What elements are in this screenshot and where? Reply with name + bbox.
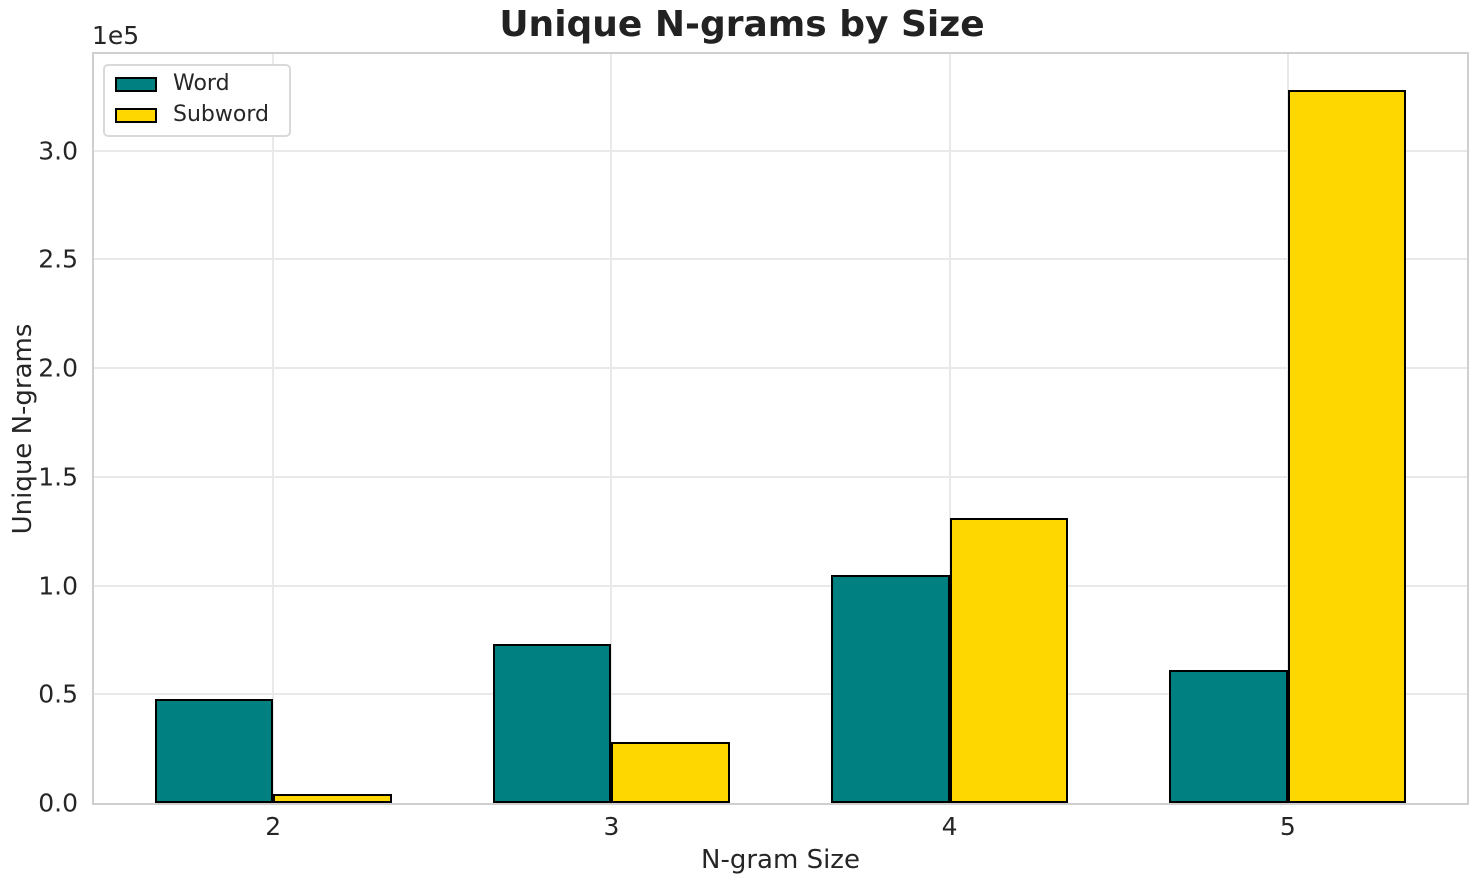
bar-word-3	[493, 644, 612, 803]
x-tick-label: 5	[1279, 812, 1296, 841]
bar-word-5	[1169, 670, 1288, 803]
y-gridline	[94, 367, 1467, 370]
plot-area: Word Subword 0.0 0.5 1.0 1.5 2.0 2.5 3.0 2 3 4 5	[38, 52, 1469, 841]
y-axis-scale-offset: 1e5	[92, 21, 140, 50]
bar-subword-2	[273, 794, 392, 803]
y-gridline	[94, 475, 1467, 478]
x-gridline	[610, 54, 613, 803]
y-tick-label: 3.0	[38, 136, 78, 166]
x-gridline	[272, 54, 275, 803]
y-axis-label: Unique N-grams	[8, 323, 38, 535]
x-tick-label: 2	[265, 812, 282, 841]
y-tick-label: 2.5	[38, 244, 78, 274]
y-tick-label: 1.5	[38, 462, 78, 492]
bar-word-4	[831, 574, 950, 803]
y-tick-label: 0.0	[38, 788, 78, 818]
bar-word-2	[154, 698, 274, 803]
legend-swatch-subword	[115, 107, 157, 123]
x-axis-label: N-gram Size	[701, 845, 860, 875]
y-tick-label: 1.0	[38, 571, 78, 601]
y-gridline	[94, 149, 1467, 152]
x-tick-label: 3	[603, 812, 620, 841]
bar-subword-5	[1287, 89, 1407, 803]
legend-item-subword: Subword	[115, 102, 269, 128]
y-gridline	[94, 584, 1467, 587]
y-gridline	[94, 258, 1467, 261]
bar-subword-3	[611, 742, 730, 803]
y-tick-label: 0.5	[38, 679, 78, 709]
legend-label-word: Word	[173, 71, 230, 96]
x-tick-label: 4	[941, 812, 958, 841]
legend-label-subword: Subword	[173, 102, 269, 127]
y-tick-label: 2.0	[38, 353, 78, 383]
legend: Word Subword	[103, 64, 291, 137]
bar-subword-4	[949, 518, 1068, 803]
chart-title: Unique N-grams by Size	[499, 4, 985, 45]
y-gridline	[94, 693, 1467, 696]
legend-item-word: Word	[115, 71, 269, 97]
x-gridline	[948, 54, 951, 803]
legend-swatch-word	[115, 76, 157, 92]
